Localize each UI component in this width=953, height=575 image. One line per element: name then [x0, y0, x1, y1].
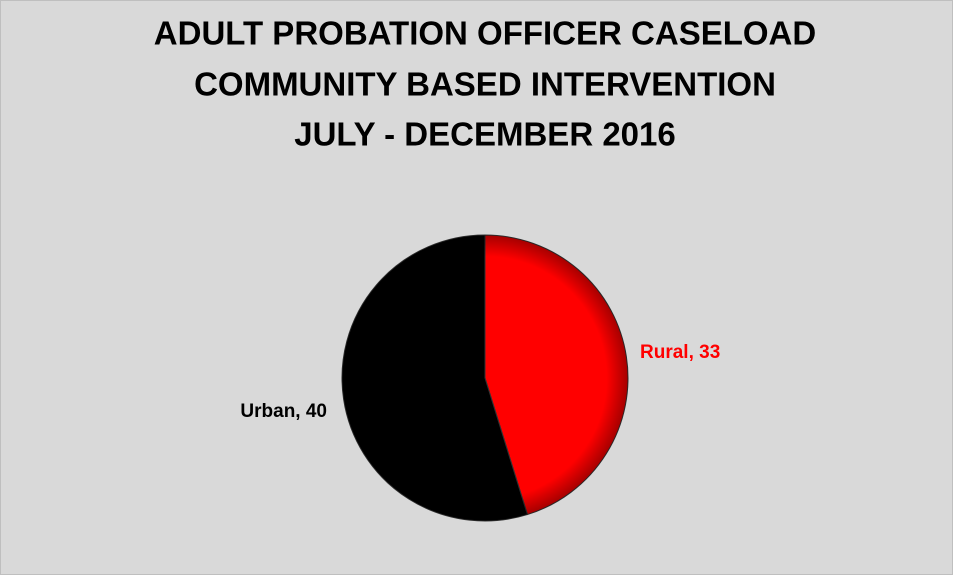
chart-title: JULY - DECEMBER 2016: [294, 116, 675, 153]
data-label: Urban, 40: [240, 401, 327, 422]
data-label: Rural, 33: [640, 342, 720, 363]
chart-title: COMMUNITY BASED INTERVENTION: [194, 66, 776, 103]
chart-title: ADULT PROBATION OFFICER CASELOAD: [154, 15, 816, 52]
